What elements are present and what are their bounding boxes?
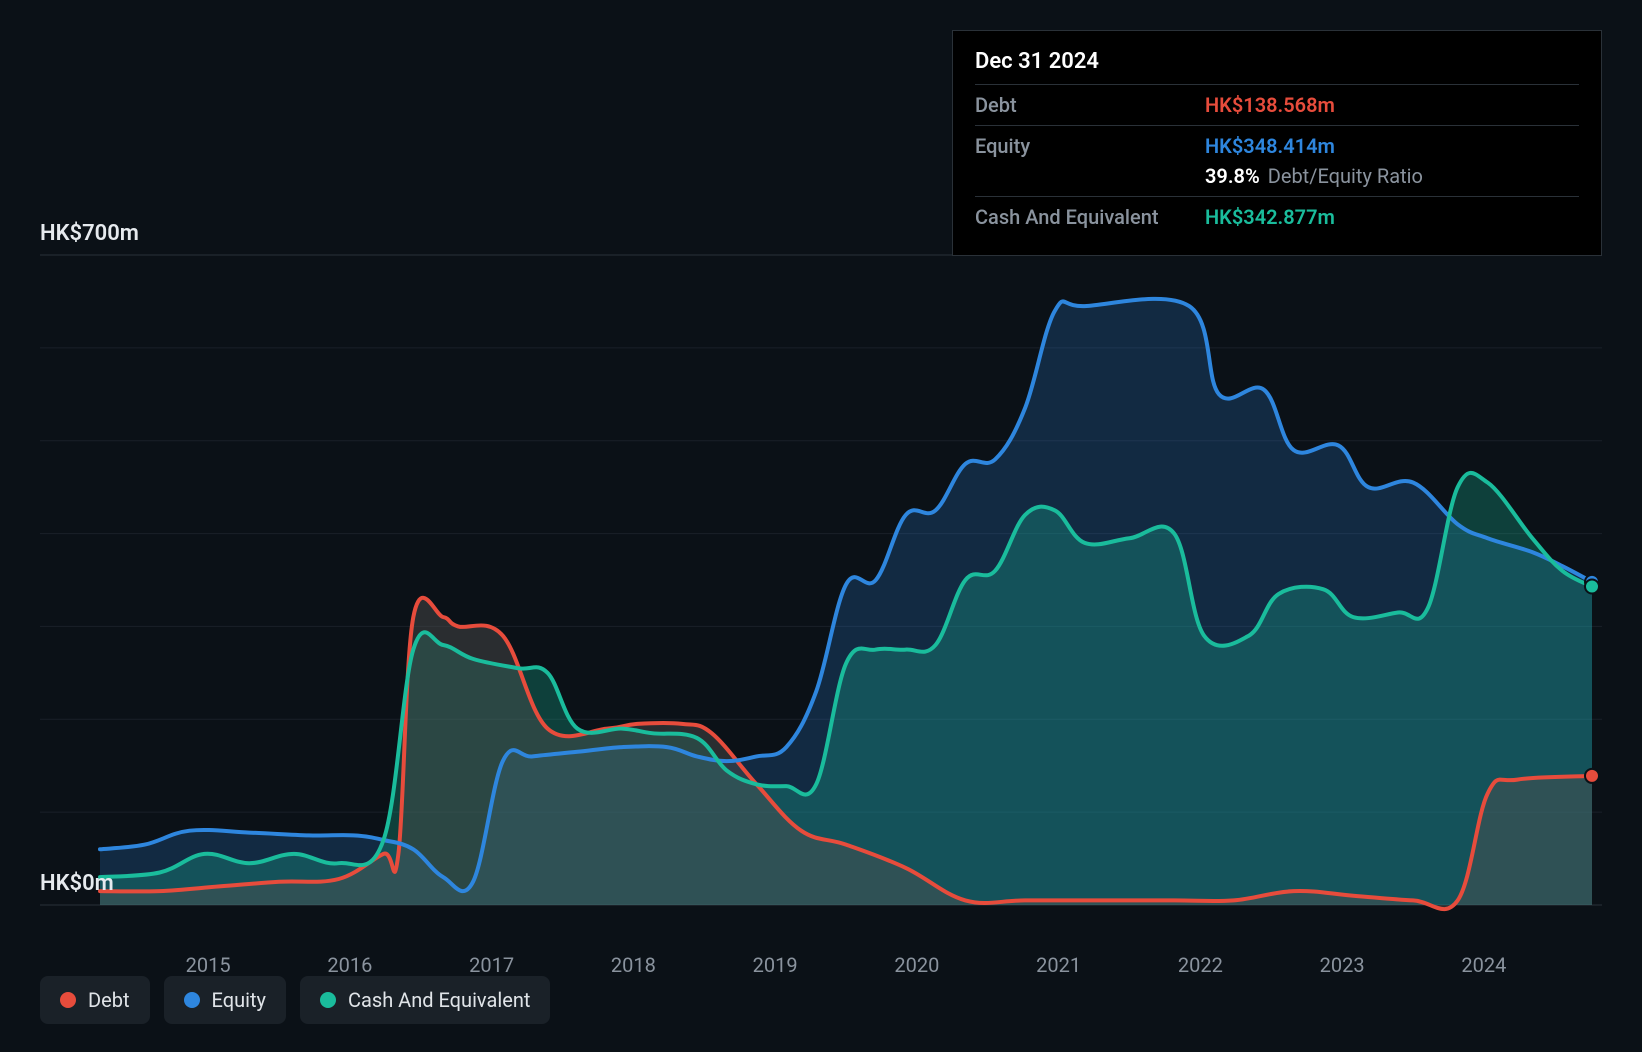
- tooltip-ratio-label: Debt/Equity Ratio: [1268, 164, 1423, 188]
- tooltip-subrow-ratio: 39.8% Debt/Equity Ratio: [975, 160, 1579, 196]
- legend-dot-icon: [60, 992, 76, 1008]
- x-axis-tick: 2015: [186, 953, 231, 977]
- chart-container: Dec 31 2024 Debt HK$138.568m Equity HK$3…: [0, 0, 1642, 1052]
- x-axis-tick: 2020: [894, 953, 939, 977]
- legend-label: Cash And Equivalent: [348, 988, 530, 1012]
- tooltip-label: Equity: [975, 134, 1205, 158]
- series-fills: [100, 299, 1592, 909]
- tooltip-date: Dec 31 2024: [975, 49, 1579, 84]
- legend: Debt Equity Cash And Equivalent: [40, 976, 550, 1024]
- tooltip-ratio-value: 39.8%: [1205, 164, 1260, 188]
- tooltip-row-cash: Cash And Equivalent HK$342.877m: [975, 196, 1579, 237]
- x-axis-tick: 2022: [1178, 953, 1223, 977]
- legend-item-cash[interactable]: Cash And Equivalent: [300, 976, 550, 1024]
- end-marker-cash: [1585, 580, 1599, 594]
- tooltip-row-debt: Debt HK$138.568m: [975, 84, 1579, 125]
- tooltip-label: Cash And Equivalent: [975, 205, 1205, 229]
- legend-item-debt[interactable]: Debt: [40, 976, 150, 1024]
- x-axis-tick: 2018: [611, 953, 656, 977]
- legend-item-equity[interactable]: Equity: [164, 976, 286, 1024]
- legend-label: Equity: [212, 988, 266, 1012]
- tooltip-label: Debt: [975, 93, 1205, 117]
- x-axis-tick: 2019: [753, 953, 798, 977]
- end-marker-debt: [1585, 769, 1599, 783]
- tooltip-value: HK$342.877m: [1205, 205, 1335, 229]
- tooltip-value: HK$138.568m: [1205, 93, 1335, 117]
- legend-label: Debt: [88, 988, 130, 1012]
- legend-dot-icon: [184, 992, 200, 1008]
- legend-dot-icon: [320, 992, 336, 1008]
- chart-area[interactable]: HK$0mHK$700m 201520162017201820192020202…: [40, 255, 1602, 935]
- x-axis-tick: 2017: [469, 953, 514, 977]
- chart-svg: [40, 255, 1602, 935]
- x-axis-tick: 2021: [1036, 953, 1081, 977]
- x-axis-tick: 2016: [327, 953, 372, 977]
- tooltip-panel: Dec 31 2024 Debt HK$138.568m Equity HK$3…: [952, 30, 1602, 256]
- y-axis-label: HK$700m: [40, 221, 139, 246]
- tooltip-value: HK$348.414m: [1205, 134, 1335, 158]
- x-axis-tick: 2024: [1461, 953, 1506, 977]
- x-axis-tick: 2023: [1320, 953, 1365, 977]
- tooltip-row-equity: Equity HK$348.414m: [975, 125, 1579, 160]
- y-axis-label: HK$0m: [40, 871, 114, 896]
